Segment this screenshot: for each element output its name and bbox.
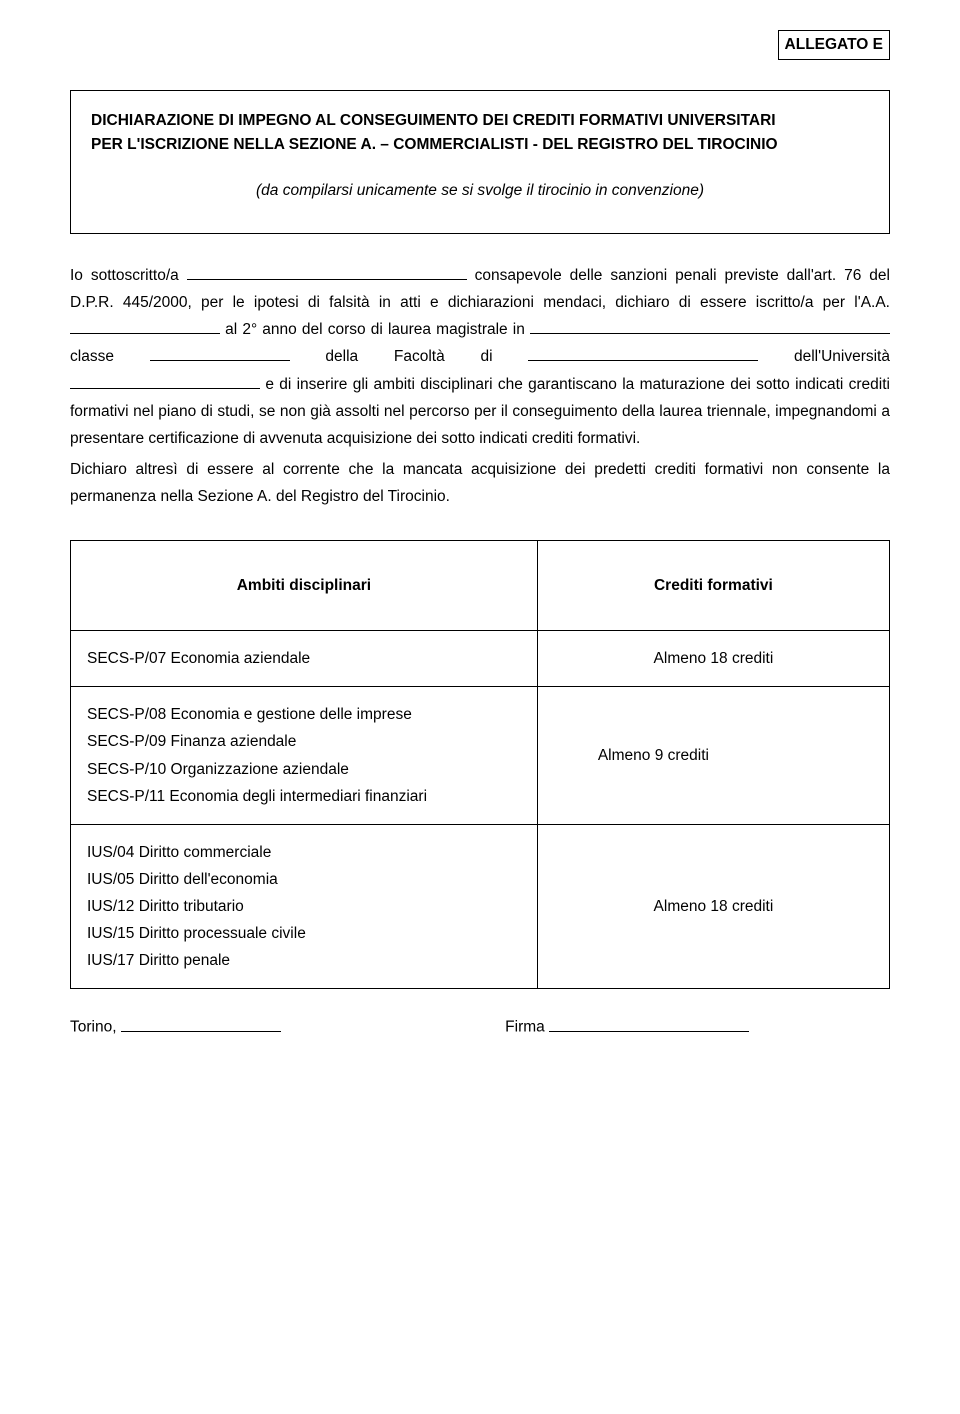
ambito-line: IUS/17 Diritto penale [87,947,521,974]
footer-row: Torino, Firma [70,1015,890,1039]
ambito-line: SECS-P/07 Economia aziendale [87,645,521,672]
body-p1-d: classe [70,348,150,365]
table-header-row: Ambiti disciplinari Crediti formativi [71,541,890,631]
body-p1-c: al 2° anno del corso di laurea magistral… [225,321,530,338]
ambito-line: IUS/12 Diritto tributario [87,893,521,920]
table-cell-ambiti-0: SECS-P/07 Economia aziendale [71,631,538,687]
ambito-line: SECS-P/08 Economia e gestione delle impr… [87,701,521,728]
table-row: SECS-P/07 Economia aziendale Almeno 18 c… [71,631,890,687]
ambito-line: IUS/05 Diritto dell'economia [87,866,521,893]
table-cell-ambiti-1: SECS-P/08 Economia e gestione delle impr… [71,687,538,825]
table-header-crediti: Crediti formativi [537,541,889,631]
table-cell-ambiti-2: IUS/04 Diritto commerciale IUS/05 Diritt… [71,824,538,989]
blank-sottoscritto[interactable] [187,264,467,280]
blank-place[interactable] [121,1015,281,1031]
title-note: (da compilarsi unicamente se si svolge i… [91,179,869,203]
blank-facolta[interactable] [528,345,758,361]
title-line-1: DICHIARAZIONE DI IMPEGNO AL CONSEGUIMENT… [91,109,869,133]
title-line-2: PER L'ISCRIZIONE NELLA SEZIONE A. – COMM… [91,133,869,157]
body-p1-e: della Facoltà di [325,348,528,365]
declaration-body: Io sottoscritto/a consapevole delle sanz… [70,262,890,510]
table-row: IUS/04 Diritto commerciale IUS/05 Diritt… [71,824,890,989]
blank-firma[interactable] [549,1015,749,1031]
ambito-line: SECS-P/09 Finanza aziendale [87,728,521,755]
blank-magistrale-in[interactable] [530,318,890,334]
place-label: Torino, [70,1019,121,1036]
credits-table: Ambiti disciplinari Crediti formativi SE… [70,540,890,989]
table-cell-crediti-1: Almeno 9 crediti [537,687,889,825]
ambito-line: SECS-P/11 Economia degli intermediari fi… [87,783,521,810]
table-cell-crediti-2: Almeno 18 crediti [537,824,889,989]
blank-classe[interactable] [150,345,290,361]
table-cell-crediti-0: Almeno 18 crediti [537,631,889,687]
ambito-line: SECS-P/10 Organizzazione aziendale [87,756,521,783]
body-p1-a: Io sottoscritto/a [70,267,187,284]
table-header-ambiti: Ambiti disciplinari [71,541,538,631]
allegato-label: ALLEGATO E [778,30,890,60]
ambito-line: IUS/15 Diritto processuale civile [87,920,521,947]
declaration-paragraph-2: Dichiaro altresì di essere al corrente c… [70,456,890,510]
blank-aa[interactable] [70,318,220,334]
table-row: SECS-P/08 Economia e gestione delle impr… [71,687,890,825]
body-p1-f: dell'Università [794,348,890,365]
title-box: DICHIARAZIONE DI IMPEGNO AL CONSEGUIMENT… [70,90,890,234]
declaration-paragraph-1: Io sottoscritto/a consapevole delle sanz… [70,262,890,452]
sign-label: Firma [505,1019,549,1036]
blank-universita[interactable] [70,372,260,388]
ambito-line: IUS/04 Diritto commerciale [87,839,521,866]
